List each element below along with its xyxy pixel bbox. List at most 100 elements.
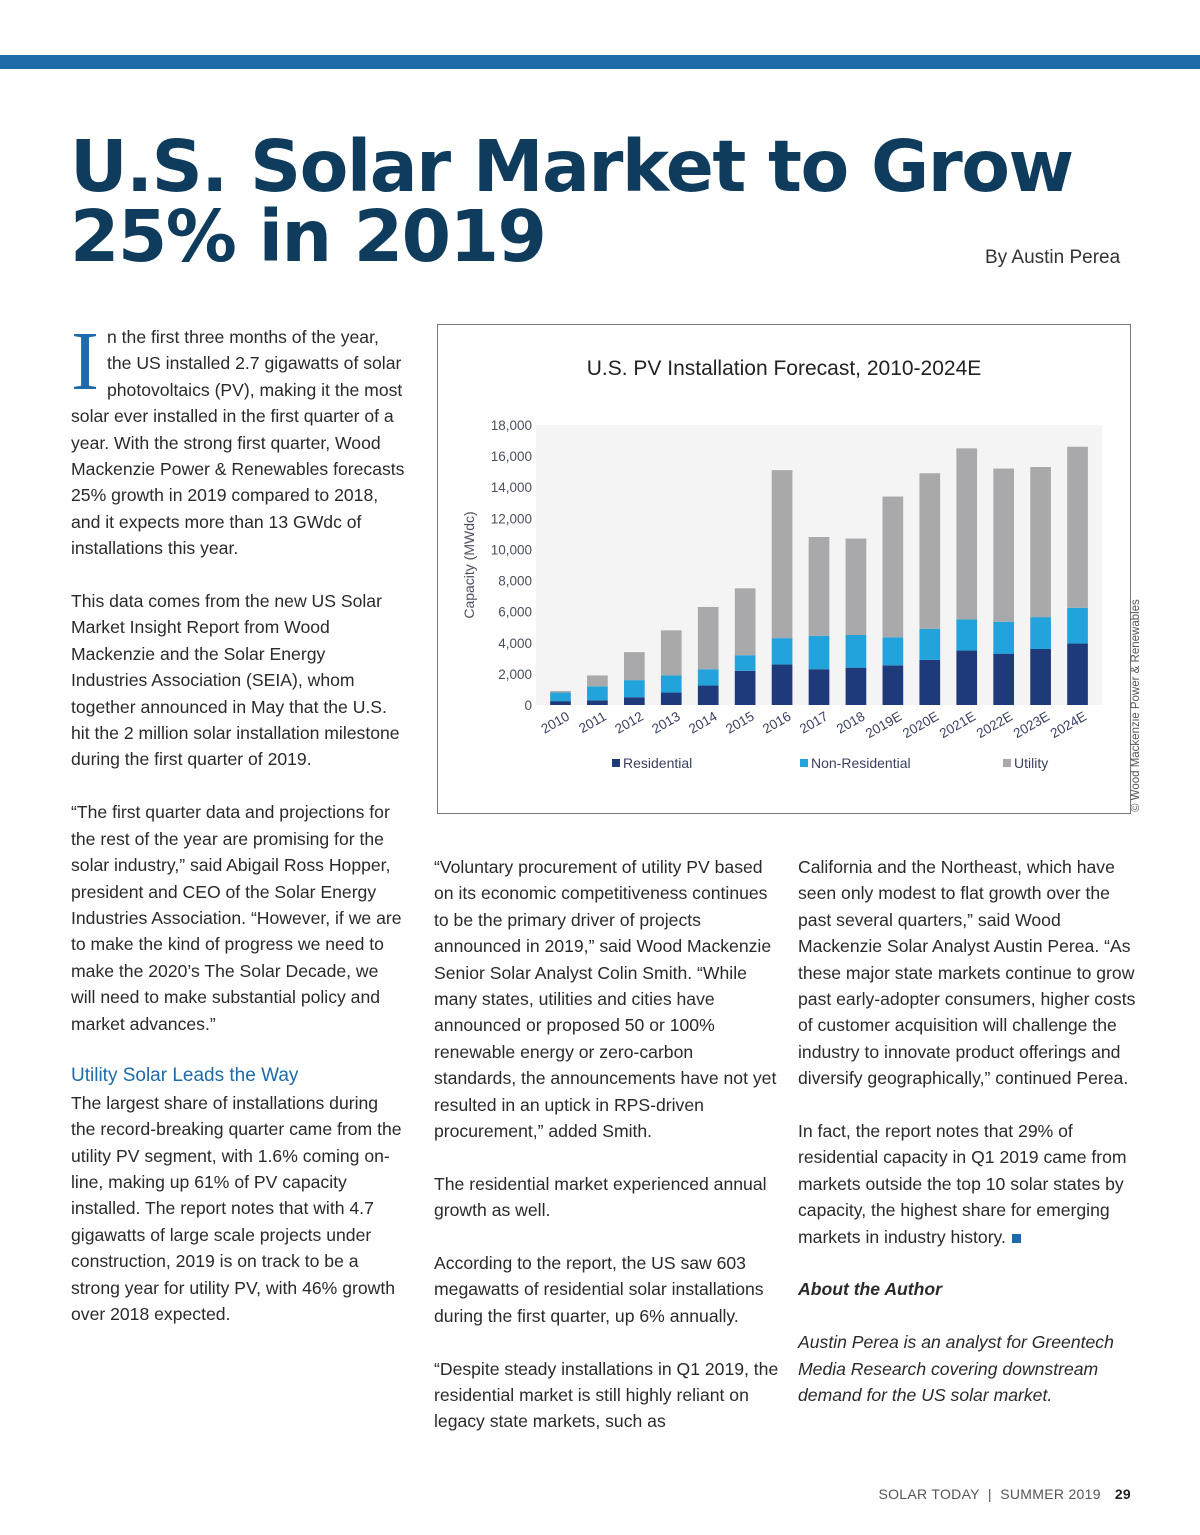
bar-non-residential-2022e bbox=[993, 621, 1015, 654]
page-footer: SOLAR TODAY | SUMMER 2019 29 bbox=[878, 1486, 1131, 1502]
y-tick-label: 12,000 bbox=[491, 511, 532, 526]
bar-non-residential-2016 bbox=[771, 638, 793, 665]
paragraph: The largest share of installations durin… bbox=[71, 1092, 402, 1324]
bar-residential-2011 bbox=[587, 700, 608, 705]
bar-utility-2024e bbox=[1067, 446, 1088, 608]
bar-non-residential-2018 bbox=[845, 635, 867, 668]
bar-non-residential-2012 bbox=[623, 680, 645, 698]
bar-utility-2015 bbox=[734, 588, 756, 656]
y-tick-label: 0 bbox=[524, 698, 532, 713]
bar-non-residential-2011 bbox=[587, 686, 608, 701]
bar-residential-2022e bbox=[993, 653, 1015, 705]
x-tick-label: 2012 bbox=[612, 709, 646, 737]
bar-residential-2019e bbox=[882, 665, 904, 705]
paragraph: “The first quarter data and projections … bbox=[71, 802, 402, 1034]
bar-residential-2013 bbox=[660, 692, 682, 705]
y-tick-label: 14,000 bbox=[491, 480, 532, 495]
page-number: 29 bbox=[1114, 1486, 1131, 1502]
x-tick-label: 2011 bbox=[576, 709, 609, 737]
bar-residential-2012 bbox=[623, 697, 645, 705]
x-tick-label: 2014 bbox=[686, 708, 720, 736]
bar-non-residential-2017 bbox=[808, 635, 830, 670]
paragraph-text: In fact, the report notes that 29% of re… bbox=[798, 1121, 1127, 1247]
x-tick-label: 2024E bbox=[1048, 709, 1089, 742]
chart-credit: © Wood Mackenzie Power & Renewables bbox=[1130, 599, 1142, 812]
y-tick-label: 18,000 bbox=[491, 418, 532, 433]
bar-utility-2011 bbox=[587, 675, 608, 687]
bar-utility-2012 bbox=[623, 652, 645, 681]
chart-figure: U.S. PV Installation Forecast, 2010-2024… bbox=[437, 324, 1131, 814]
paragraph: “Despite steady installations in Q1 2019… bbox=[434, 1358, 779, 1432]
paragraph: In fact, the report notes that 29% of re… bbox=[798, 1118, 1143, 1250]
top-accent-bar bbox=[0, 55, 1200, 69]
paragraph: According to the report, the US saw 603 … bbox=[434, 1253, 764, 1326]
bar-non-residential-2020e bbox=[919, 628, 941, 660]
y-tick-label: 8,000 bbox=[498, 574, 532, 589]
legend-swatch-non-residential bbox=[800, 759, 808, 767]
byline: By Austin Perea bbox=[985, 247, 1121, 268]
x-tick-label: 2013 bbox=[649, 709, 683, 737]
author-bio: Austin Perea is an analyst for Greentech… bbox=[798, 1332, 1114, 1406]
section-subhead: Utility Solar Leads the Way bbox=[71, 1065, 299, 1087]
bar-utility-2021e bbox=[956, 448, 978, 620]
legend-swatch-utility bbox=[1003, 759, 1011, 767]
x-tick-label: 2017 bbox=[797, 709, 831, 737]
bar-utility-2010 bbox=[550, 691, 571, 693]
title-line-2: 25% in 2019 bbox=[70, 195, 547, 278]
x-tick-label: 2018 bbox=[834, 709, 868, 737]
paragraph: “Voluntary procurement of utility PV bas… bbox=[434, 857, 777, 1142]
legend-label: Utility bbox=[1014, 755, 1048, 771]
bar-utility-2016 bbox=[771, 470, 793, 639]
legend-label: Residential bbox=[623, 755, 692, 771]
bar-utility-2017 bbox=[808, 537, 830, 636]
bar-residential-2010 bbox=[550, 701, 571, 705]
bar-utility-2022e bbox=[993, 468, 1015, 622]
bar-residential-2014 bbox=[697, 685, 719, 705]
bar-non-residential-2023e bbox=[1030, 617, 1051, 649]
paragraph: California and the Northeast, which have… bbox=[798, 857, 1136, 1089]
bar-utility-2023e bbox=[1030, 467, 1051, 618]
legend-label: Non-Residential bbox=[811, 755, 911, 771]
bar-non-residential-2014 bbox=[697, 669, 719, 686]
drop-cap: I bbox=[71, 315, 99, 408]
column-3: California and the Northeast, which have… bbox=[798, 854, 1143, 1435]
x-tick-label: 2023E bbox=[1011, 709, 1052, 742]
legend-swatch-residential bbox=[612, 759, 620, 767]
article-title: U.S. Solar Market to Grow 25% in 2019 bbox=[70, 131, 1074, 272]
bar-residential-2020e bbox=[919, 659, 941, 705]
x-tick-label: 2021E bbox=[937, 709, 978, 742]
bar-non-residential-2015 bbox=[734, 655, 756, 671]
bar-residential-2023e bbox=[1030, 649, 1051, 705]
y-tick-label: 4,000 bbox=[498, 636, 532, 651]
x-tick-label: 2022E bbox=[974, 709, 1015, 742]
author-heading: About the Author bbox=[798, 1279, 942, 1300]
bar-residential-2017 bbox=[808, 669, 830, 705]
column-2: “Voluntary procurement of utility PV bas… bbox=[434, 854, 779, 1461]
bar-utility-2014 bbox=[697, 607, 719, 670]
bar-non-residential-2019e bbox=[882, 637, 904, 666]
bar-residential-2016 bbox=[771, 664, 793, 705]
bar-utility-2020e bbox=[919, 473, 941, 629]
x-tick-label: 2020E bbox=[900, 709, 941, 742]
stacked-bar-chart: 0 2,000 4,000 6,000 8,000 10,000 12,000 14,000 1… bbox=[461, 418, 1102, 771]
bar-utility-2019e bbox=[882, 496, 904, 638]
y-axis-label: Capacity (MWdc) bbox=[461, 511, 477, 618]
bar-residential-2018 bbox=[845, 667, 867, 705]
paragraph: This data comes from the new US Solar Ma… bbox=[71, 591, 400, 770]
bar-non-residential-2024e bbox=[1067, 607, 1088, 644]
bar-residential-2015 bbox=[734, 670, 756, 705]
bar-utility-2018 bbox=[845, 538, 867, 635]
x-tick-label: 2010 bbox=[538, 709, 572, 737]
title-line-1: U.S. Solar Market to Grow bbox=[70, 125, 1074, 208]
bar-non-residential-2021e bbox=[956, 619, 978, 651]
x-tick-label: 2016 bbox=[760, 709, 794, 737]
bar-utility-2013 bbox=[660, 630, 682, 676]
y-tick-label: 6,000 bbox=[498, 605, 532, 620]
y-tick-label: 16,000 bbox=[491, 449, 532, 464]
end-mark-icon bbox=[1011, 1233, 1021, 1243]
chart-title: U.S. PV Installation Forecast, 2010-2024… bbox=[586, 357, 982, 380]
bar-non-residential-2010 bbox=[550, 692, 571, 702]
bar-residential-2021e bbox=[956, 650, 978, 705]
